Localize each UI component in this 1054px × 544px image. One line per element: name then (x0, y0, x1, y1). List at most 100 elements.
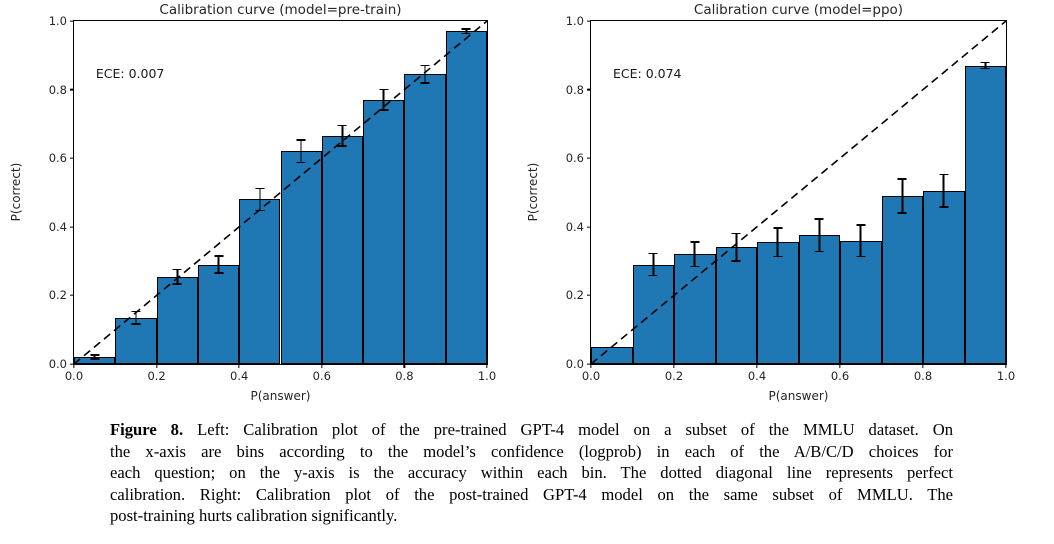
y-axis-label-pretrain: P(correct) (9, 162, 23, 222)
x-tick-label: 1.0 (477, 369, 497, 383)
x-tick-mark (922, 364, 924, 368)
y-tick-label: 1.0 (48, 14, 67, 28)
bar-bin-5 (798, 235, 840, 364)
x-axis-label-pretrain: P(answer) (250, 389, 311, 403)
error-bar-bin-1 (131, 310, 141, 325)
bar-bin-6 (840, 240, 882, 364)
x-tick-mark (590, 364, 592, 368)
x-tick-label: 0.0 (581, 369, 601, 383)
x-tick-label: 0.2 (664, 369, 684, 383)
perfect-calibration-diagonal (590, 20, 1007, 365)
y-tick-label: 0.0 (565, 357, 584, 371)
y-tick-label: 0.8 (48, 82, 67, 97)
y-tick-mark (587, 363, 591, 365)
error-bar-bin-6 (337, 124, 347, 147)
y-tick-label: 0.4 (565, 219, 584, 234)
caption-line-4: calibration. Right: Calibration plot of … (110, 484, 953, 504)
error-bar-bin-4 (255, 187, 265, 212)
error-bar-bin-5 (814, 218, 824, 253)
x-tick-label: 0.2 (147, 369, 166, 383)
y-tick-label: 0.2 (48, 288, 67, 303)
y-tick-label: 1.0 (565, 14, 584, 28)
error-bar-bin-5 (296, 139, 306, 164)
error-bar-bin-9 (980, 61, 990, 70)
ece-annotation-pretrain: ECE: 0.007 (95, 66, 165, 82)
x-tick-mark (673, 364, 675, 368)
x-axis-label-ppo: P(answer) (768, 389, 829, 403)
y-tick-label: 0.6 (48, 151, 67, 166)
y-axis-label-ppo: P(correct) (526, 162, 540, 222)
x-tick-mark (1005, 364, 1007, 368)
bar-bin-2 (156, 276, 198, 364)
x-tick-mark (839, 364, 841, 368)
bar-bin-5 (280, 151, 322, 364)
error-bar-bin-3 (731, 232, 741, 262)
plot-area-ppo: ECE: 0.074 0.0 0.2 0.4 0.6 0.8 1.0 0.0 0.2 0.4 0.… (566, 14, 1015, 383)
bar-bin-9 (445, 31, 487, 364)
chart-title-ppo: Calibration curve (model=ppo) (693, 2, 904, 18)
y-tick-mark (70, 226, 74, 228)
y-tick-mark (70, 20, 74, 22)
y-tick-mark (70, 88, 74, 91)
error-bar-bin-2 (690, 241, 700, 268)
x-tick-label: 0.4 (230, 369, 249, 383)
y-tick-mark (587, 88, 591, 91)
x-tick-mark (756, 364, 758, 368)
error-bar-bin-7 (379, 88, 389, 111)
bar-bin-2 (674, 254, 716, 364)
x-tick-mark (403, 364, 406, 368)
bar-bin-1 (632, 264, 674, 364)
bar-bin-8 (404, 74, 446, 364)
y-tick-mark (587, 20, 591, 22)
caption-line-1: Figure 8. Left: Calibration plot of the … (110, 420, 954, 439)
caption-line-3: each question; on the y-axis is the accu… (110, 463, 953, 482)
perfect-calibration-diagonal (73, 20, 488, 365)
x-tick-label: 1.0 (996, 369, 1016, 383)
bar-bin-7 (363, 99, 405, 364)
chart-title-pretrain: Calibration curve (model=pre-train) (159, 2, 402, 18)
error-bar-bin-1 (648, 252, 658, 277)
y-tick-label: 0.8 (565, 82, 584, 97)
bar-bin-3 (715, 247, 757, 364)
bar-bin-8 (923, 190, 965, 364)
error-bar-bin-6 (856, 223, 866, 258)
bar-bin-7 (881, 195, 923, 364)
bar-bin-6 (321, 135, 364, 364)
y-tick-label: 0.0 (48, 357, 67, 371)
plot-area-pretrain: ECE: 0.007 0.0 0.2 0.4 0.6 0.8 1.0 0.0 0.2 0.4 0.… (49, 14, 496, 383)
bar-bin-9 (964, 65, 1006, 364)
x-tick-mark (238, 364, 240, 368)
y-tick-label: 0.6 (565, 151, 584, 166)
y-tick-label: 0.4 (48, 219, 67, 234)
x-tick-label: 0.8 (395, 369, 414, 383)
error-bar-bin-9 (461, 28, 471, 35)
error-bar-bin-8 (420, 64, 430, 84)
x-tick-mark (155, 364, 158, 368)
y-tick-label: 0.2 (565, 288, 584, 303)
y-tick-mark (587, 157, 591, 159)
y-tick-mark (70, 157, 74, 159)
x-tick-label: 0.6 (312, 369, 331, 383)
bar-bin-4 (757, 242, 799, 364)
bar-bin-1 (115, 317, 157, 364)
x-tick-label: 0.0 (64, 369, 84, 383)
x-tick-mark (73, 364, 75, 368)
y-tick-mark (587, 294, 591, 297)
x-tick-mark (486, 364, 488, 368)
figure-caption: Figure 8. Left: Calibration plot of the … (110, 419, 953, 527)
ece-annotation-ppo: ECE: 0.074 (612, 66, 682, 82)
caption-line-2: the x-axis are bins according to the mod… (110, 441, 953, 461)
error-bar-bin-0 (90, 354, 100, 360)
caption-figure-label: Figure 8. (110, 420, 184, 439)
error-bar-bin-8 (939, 173, 949, 209)
y-tick-mark (70, 363, 74, 365)
error-bar-bin-7 (897, 178, 907, 214)
y-tick-mark (587, 226, 591, 228)
x-tick-label: 0.4 (747, 369, 767, 383)
x-tick-label: 0.8 (913, 369, 933, 383)
caption-line-5: post-training hurts calibration signific… (110, 506, 398, 525)
y-tick-mark (70, 294, 74, 297)
error-bar-bin-4 (773, 227, 783, 258)
error-bar-bin-2 (172, 268, 182, 285)
